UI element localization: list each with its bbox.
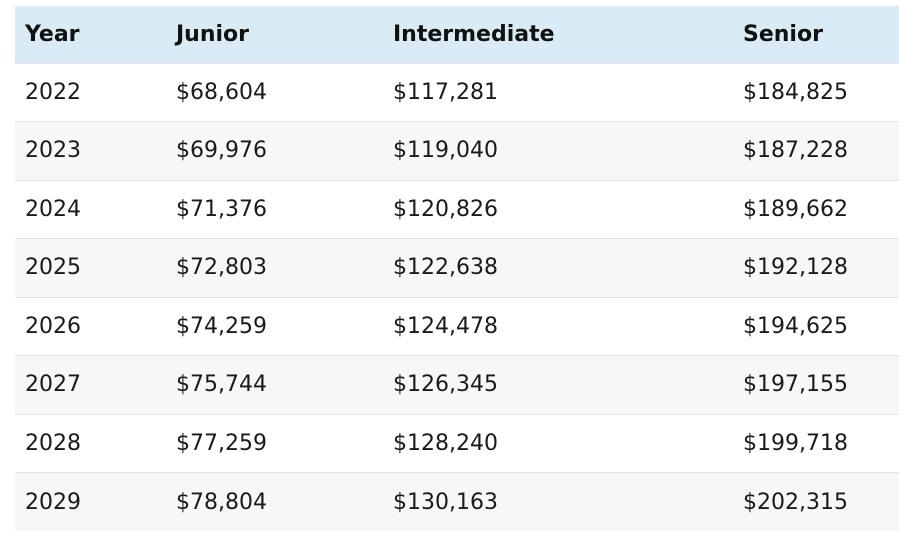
header-row: Year Junior Intermediate Senior [15, 6, 899, 63]
cell-junior: $78,804 [176, 489, 267, 515]
salary-table: Year Junior Intermediate Senior 2022 $68… [15, 6, 899, 531]
cell-senior: $199,718 [743, 430, 848, 456]
cell-intermediate: $128,240 [393, 430, 498, 456]
cell-year: 2024 [25, 196, 81, 222]
cell-junior: $68,604 [176, 79, 267, 105]
cell-intermediate: $124,478 [393, 313, 498, 339]
cell-intermediate: $126,345 [393, 372, 498, 398]
cell-junior: $77,259 [176, 430, 267, 456]
cell-year: 2025 [25, 255, 81, 281]
table-row: 2028 $77,259 $128,240 $199,718 [15, 414, 899, 473]
header-intermediate: Intermediate [393, 21, 555, 47]
cell-junior: $69,976 [176, 138, 267, 164]
table-header: Year Junior Intermediate Senior [15, 6, 899, 63]
cell-intermediate: $130,163 [393, 489, 498, 515]
cell-junior: $75,744 [176, 372, 267, 398]
table-row: 2026 $74,259 $124,478 $194,625 [15, 297, 899, 356]
header-year: Year [25, 21, 80, 47]
cell-senior: $192,128 [743, 255, 848, 281]
cell-junior: $71,376 [176, 196, 267, 222]
table-row: 2027 $75,744 $126,345 $197,155 [15, 355, 899, 414]
table-row: 2025 $72,803 $122,638 $192,128 [15, 238, 899, 297]
cell-junior: $72,803 [176, 255, 267, 281]
cell-year: 2027 [25, 372, 81, 398]
salary-table-container: Year Junior Intermediate Senior 2022 $68… [15, 6, 899, 531]
table-row: 2023 $69,976 $119,040 $187,228 [15, 121, 899, 180]
cell-senior: $184,825 [743, 79, 848, 105]
cell-year: 2026 [25, 313, 81, 339]
cell-intermediate: $119,040 [393, 138, 498, 164]
cell-intermediate: $120,826 [393, 196, 498, 222]
cell-senior: $194,625 [743, 313, 848, 339]
table-row: 2029 $78,804 $130,163 $202,315 [15, 472, 899, 531]
cell-senior: $197,155 [743, 372, 848, 398]
cell-intermediate: $122,638 [393, 255, 498, 281]
cell-intermediate: $117,281 [393, 79, 498, 105]
cell-year: 2029 [25, 489, 81, 515]
cell-junior: $74,259 [176, 313, 267, 339]
cell-senior: $189,662 [743, 196, 848, 222]
table-row: 2024 $71,376 $120,826 $189,662 [15, 180, 899, 239]
header-senior: Senior [743, 21, 823, 47]
table-body: 2022 $68,604 $117,281 $184,825 2023 $69,… [15, 63, 899, 531]
cell-year: 2022 [25, 79, 81, 105]
cell-senior: $187,228 [743, 138, 848, 164]
cell-year: 2023 [25, 138, 81, 164]
header-junior: Junior [176, 21, 250, 47]
cell-senior: $202,315 [743, 489, 848, 515]
table-row: 2022 $68,604 $117,281 $184,825 [15, 63, 899, 122]
cell-year: 2028 [25, 430, 81, 456]
